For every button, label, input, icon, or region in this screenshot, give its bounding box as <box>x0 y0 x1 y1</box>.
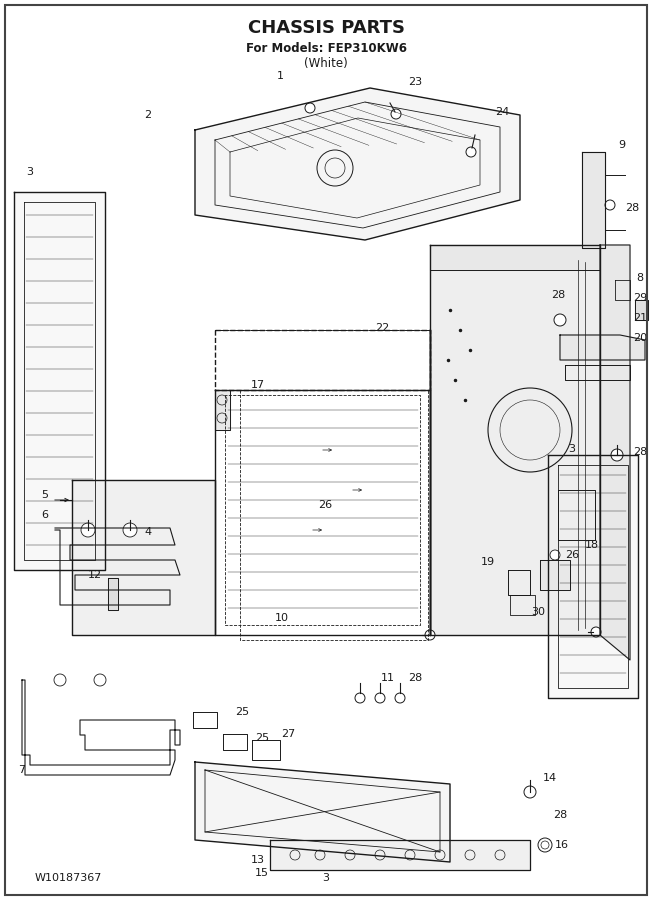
Text: 4: 4 <box>145 527 151 537</box>
Text: 28: 28 <box>625 203 639 213</box>
Text: 22: 22 <box>375 323 389 333</box>
Text: 13: 13 <box>251 855 265 865</box>
Text: 3: 3 <box>27 167 33 177</box>
Circle shape <box>466 147 476 157</box>
Text: 19: 19 <box>481 557 495 567</box>
Text: 1: 1 <box>276 71 284 81</box>
Text: 28: 28 <box>408 673 422 683</box>
Text: 17: 17 <box>251 380 265 390</box>
Circle shape <box>375 693 385 703</box>
Circle shape <box>94 674 106 686</box>
Text: 18: 18 <box>585 540 599 550</box>
Circle shape <box>123 523 137 537</box>
Text: 26: 26 <box>318 500 332 510</box>
Polygon shape <box>72 480 215 635</box>
Text: 29: 29 <box>633 293 647 303</box>
Text: 14: 14 <box>543 773 557 783</box>
Polygon shape <box>540 560 570 590</box>
Text: 9: 9 <box>619 140 625 150</box>
Text: 3: 3 <box>569 444 576 454</box>
Text: 28: 28 <box>553 810 567 820</box>
Text: 15: 15 <box>255 868 269 878</box>
Polygon shape <box>215 390 230 430</box>
Text: 5: 5 <box>42 490 48 500</box>
Circle shape <box>305 103 315 113</box>
Text: 25: 25 <box>235 707 249 717</box>
Text: For Models: FEP310KW6: For Models: FEP310KW6 <box>246 41 406 55</box>
Polygon shape <box>108 578 118 610</box>
Circle shape <box>54 674 66 686</box>
Circle shape <box>554 314 566 326</box>
Polygon shape <box>430 245 600 635</box>
Text: 28: 28 <box>633 447 647 457</box>
Circle shape <box>395 693 405 703</box>
Polygon shape <box>270 840 530 870</box>
Circle shape <box>425 630 435 640</box>
Polygon shape <box>560 335 645 360</box>
Text: 16: 16 <box>555 840 569 850</box>
Text: 30: 30 <box>531 607 545 617</box>
Text: 3: 3 <box>323 873 329 883</box>
Circle shape <box>611 449 623 461</box>
Text: 10: 10 <box>275 613 289 623</box>
Text: 2: 2 <box>145 110 151 120</box>
Text: 26: 26 <box>565 550 579 560</box>
Text: 20: 20 <box>633 333 647 343</box>
Circle shape <box>538 838 552 852</box>
Text: (White): (White) <box>304 57 348 69</box>
Polygon shape <box>548 455 638 698</box>
Text: CHASSIS PARTS: CHASSIS PARTS <box>248 19 404 37</box>
Polygon shape <box>635 300 648 320</box>
Text: 23: 23 <box>408 77 422 87</box>
Text: 8: 8 <box>636 273 644 283</box>
Text: 25: 25 <box>255 733 269 743</box>
Text: 12: 12 <box>88 570 102 580</box>
Polygon shape <box>430 245 600 270</box>
Circle shape <box>524 786 536 798</box>
Polygon shape <box>195 88 520 240</box>
Circle shape <box>355 693 365 703</box>
Text: 21: 21 <box>633 313 647 323</box>
Polygon shape <box>14 192 105 570</box>
Circle shape <box>605 200 615 210</box>
Polygon shape <box>195 762 450 862</box>
Polygon shape <box>582 152 605 248</box>
Text: 11: 11 <box>381 673 395 683</box>
Circle shape <box>391 109 401 119</box>
Circle shape <box>591 627 601 637</box>
Text: 27: 27 <box>281 729 295 739</box>
Circle shape <box>81 523 95 537</box>
Circle shape <box>550 550 560 560</box>
Text: 28: 28 <box>551 290 565 300</box>
Polygon shape <box>600 245 630 660</box>
Text: W10187367: W10187367 <box>35 873 102 883</box>
Text: 7: 7 <box>18 765 25 775</box>
Text: 6: 6 <box>42 510 48 520</box>
Text: 24: 24 <box>495 107 509 117</box>
